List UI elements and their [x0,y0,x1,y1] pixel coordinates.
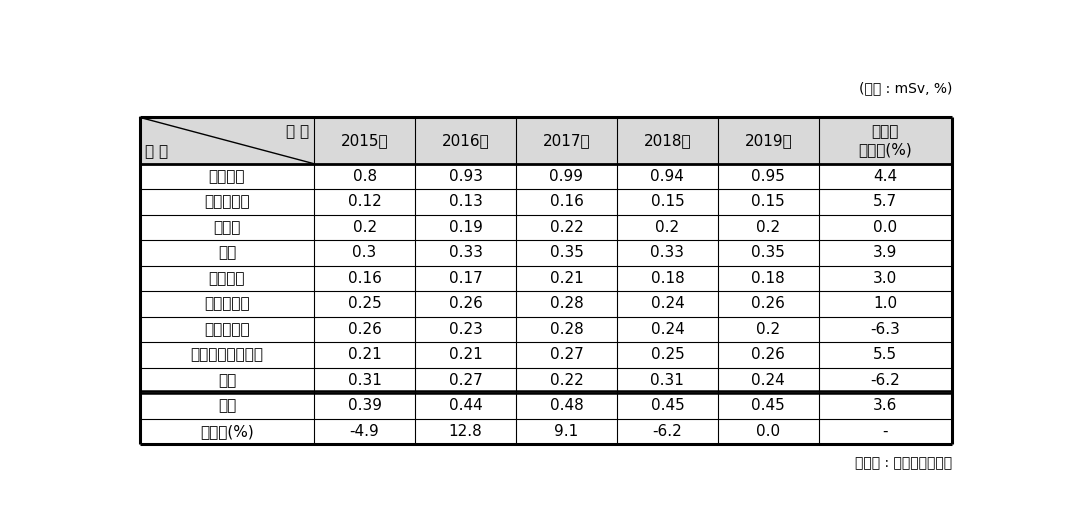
Text: 0.25: 0.25 [347,297,381,311]
Text: 증가율(%): 증가율(%) [200,424,253,439]
Text: 연 도: 연 도 [286,125,309,139]
Text: 〈출치 : 질병관리본부〉: 〈출치 : 질병관리본부〉 [855,456,952,470]
Text: 평균: 평균 [217,398,236,413]
Text: 0.31: 0.31 [347,373,381,388]
Text: 방사선사: 방사선사 [209,169,245,184]
Text: 0.95: 0.95 [752,169,785,184]
Text: 0.26: 0.26 [448,297,482,311]
Text: 9.1: 9.1 [555,424,578,439]
Text: 0.31: 0.31 [651,373,685,388]
Text: 0.13: 0.13 [448,194,482,210]
Text: 0.21: 0.21 [550,271,584,286]
Text: 12.8: 12.8 [448,424,482,439]
Text: 0.26: 0.26 [752,297,785,311]
Text: 0.39: 0.39 [347,398,381,413]
Text: 기타: 기타 [217,373,236,388]
Text: -6.2: -6.2 [653,424,683,439]
Text: 0.18: 0.18 [752,271,785,286]
Text: 0.3: 0.3 [353,245,377,260]
Text: 0.19: 0.19 [448,220,482,235]
Text: 0.21: 0.21 [347,347,381,363]
Text: (단위 : mSv, %): (단위 : mSv, %) [858,81,952,95]
Text: 0.33: 0.33 [448,245,482,260]
Bar [140,117,952,163]
Text: 2018년: 2018년 [643,133,691,148]
Text: 4.4: 4.4 [873,169,898,184]
Text: 0.44: 0.44 [448,398,482,413]
Text: 0.26: 0.26 [752,347,785,363]
Text: 0.27: 0.27 [550,347,584,363]
Text: 0.24: 0.24 [651,322,685,337]
Text: 0.16: 0.16 [550,194,584,210]
Text: 3.6: 3.6 [873,398,898,413]
Text: 0.93: 0.93 [448,169,482,184]
Text: 연평균
증가율(%): 연평균 증가율(%) [858,124,913,157]
Text: 0.48: 0.48 [550,398,584,413]
Text: 0.21: 0.21 [448,347,482,363]
Text: 3.0: 3.0 [873,271,898,286]
Text: -4.9: -4.9 [349,424,379,439]
Text: 0.15: 0.15 [752,194,785,210]
Text: 0.2: 0.2 [756,322,781,337]
Text: 0.0: 0.0 [873,220,898,235]
Text: -6.3: -6.3 [870,322,900,337]
Text: 0.24: 0.24 [651,297,685,311]
Text: 0.99: 0.99 [550,169,584,184]
Text: 0.33: 0.33 [651,245,685,260]
Text: -6.2: -6.2 [870,373,900,388]
Text: 3.9: 3.9 [873,245,898,260]
Text: 2019년: 2019년 [744,133,792,148]
Text: 0.2: 0.2 [353,220,377,235]
Text: 간호조무사: 간호조무사 [204,297,249,311]
Text: 0.12: 0.12 [347,194,381,210]
Text: 0.2: 0.2 [756,220,781,235]
Text: 0.28: 0.28 [550,297,584,311]
Text: 0.2: 0.2 [655,220,679,235]
Text: 5.5: 5.5 [873,347,898,363]
Text: 0.35: 0.35 [550,245,584,260]
Text: 0.35: 0.35 [752,245,785,260]
Text: 2015년: 2015년 [341,133,389,148]
Text: 0.0: 0.0 [756,424,781,439]
Text: 0.18: 0.18 [651,271,685,286]
Text: 업무보조원: 업무보조원 [204,322,249,337]
Text: 0.24: 0.24 [752,373,785,388]
Text: 0.28: 0.28 [550,322,584,337]
Text: 간호사: 간호사 [213,220,241,235]
Text: 영상의학과전문의: 영상의학과전문의 [191,347,263,363]
Text: 0.26: 0.26 [347,322,381,337]
Text: -: - [883,424,888,439]
Text: 0.23: 0.23 [448,322,482,337]
Text: 0.16: 0.16 [347,271,381,286]
Text: 치과의사: 치과의사 [209,271,245,286]
Text: 0.27: 0.27 [448,373,482,388]
Text: 0.22: 0.22 [550,220,584,235]
Text: 0.8: 0.8 [353,169,377,184]
Text: 2017년: 2017년 [543,133,590,148]
Bar [140,117,952,444]
Text: 0.94: 0.94 [651,169,685,184]
Text: 0.17: 0.17 [448,271,482,286]
Text: 0.15: 0.15 [651,194,685,210]
Text: 0.25: 0.25 [651,347,685,363]
Text: 0.22: 0.22 [550,373,584,388]
Text: 구 분: 구 분 [145,144,168,159]
Text: 0.45: 0.45 [752,398,785,413]
Text: 의사: 의사 [217,245,236,260]
Text: 2016년: 2016년 [442,133,490,148]
Text: 5.7: 5.7 [873,194,898,210]
Text: 0.45: 0.45 [651,398,685,413]
Text: 1.0: 1.0 [873,297,898,311]
Text: 치과위생사: 치과위생사 [204,194,249,210]
